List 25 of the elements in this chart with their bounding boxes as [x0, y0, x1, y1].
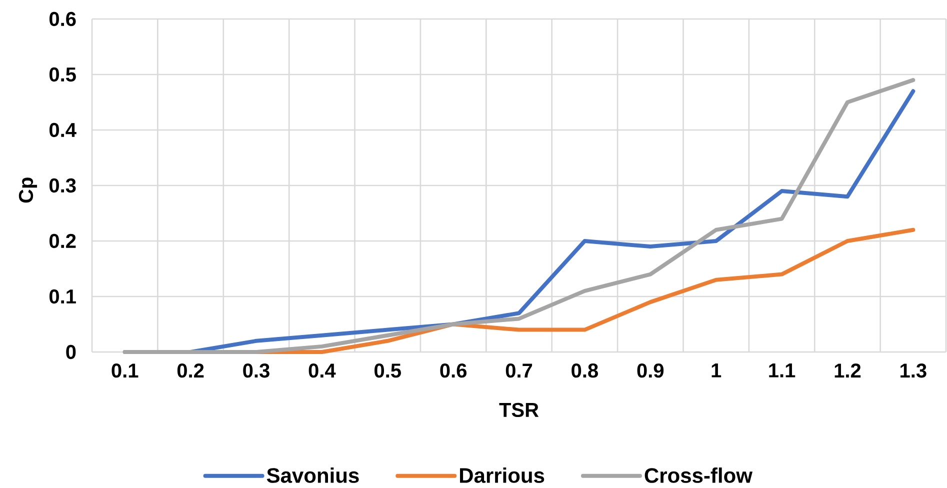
y-tick-label: 0.4 — [49, 122, 76, 137]
x-tick-label: 0.6 — [440, 363, 466, 378]
x-tick-label: 0.2 — [177, 363, 204, 378]
x-tick-label: 1.2 — [834, 363, 861, 378]
x-tick-label: 1 — [712, 363, 722, 378]
y-tick-label: 0 — [66, 344, 76, 359]
y-axis-title: Cp — [18, 178, 38, 203]
x-tick-label: 1.1 — [769, 363, 796, 378]
x-tick-label: 0.9 — [637, 363, 664, 378]
x-tick-label: 0.1 — [112, 363, 138, 378]
y-tick-label: 0.5 — [49, 67, 76, 82]
y-tick-label: 0.1 — [49, 289, 76, 304]
legend-label: Darrious — [460, 467, 544, 483]
x-tick-label: 0.3 — [243, 363, 270, 378]
x-tick-label: 0.8 — [572, 363, 598, 378]
y-tick-label: 0.2 — [49, 234, 76, 248]
y-tick-label: 0.6 — [49, 12, 76, 26]
x-tick-label: 0.5 — [374, 363, 401, 378]
x-tick-label: 0.4 — [308, 363, 336, 378]
x-axis-title: TSR — [499, 402, 539, 417]
x-tick-label: 0.7 — [506, 363, 532, 378]
legend-label: Cross-flow — [644, 467, 752, 483]
legend-label: Savonius — [266, 467, 359, 483]
x-tick-label: 1.3 — [900, 363, 926, 378]
y-tick-label: 0.3 — [49, 178, 76, 192]
